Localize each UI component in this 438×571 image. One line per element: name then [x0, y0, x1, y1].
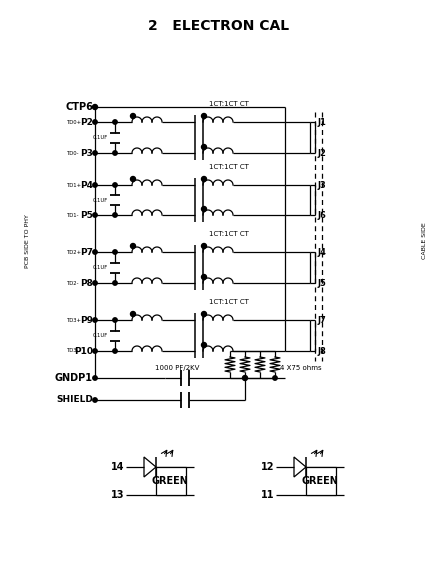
Text: P3: P3	[80, 148, 93, 158]
Circle shape	[113, 318, 117, 322]
Text: 1000 PF/2KV: 1000 PF/2KV	[155, 365, 199, 371]
Circle shape	[272, 376, 276, 380]
Text: TD1+: TD1+	[67, 183, 82, 187]
Text: J7: J7	[316, 316, 325, 324]
Circle shape	[92, 151, 97, 155]
Text: CABLE SIDE: CABLE SIDE	[421, 223, 427, 259]
Circle shape	[113, 250, 117, 254]
Text: 1CT:1CT CT: 1CT:1CT CT	[208, 299, 248, 305]
Circle shape	[201, 207, 206, 211]
Circle shape	[113, 213, 117, 217]
Circle shape	[92, 318, 97, 322]
Text: 14: 14	[110, 462, 124, 472]
Text: J5: J5	[316, 279, 325, 288]
Circle shape	[130, 114, 135, 119]
Circle shape	[201, 176, 206, 182]
Text: J6: J6	[316, 211, 325, 219]
Text: 1CT:1CT CT: 1CT:1CT CT	[208, 164, 248, 170]
Text: GNDP1: GNDP1	[55, 373, 93, 383]
Text: 0.1UF: 0.1UF	[93, 198, 108, 203]
Circle shape	[130, 176, 135, 182]
Circle shape	[92, 376, 97, 380]
Circle shape	[201, 312, 206, 316]
Text: TD0+: TD0+	[67, 119, 82, 124]
Circle shape	[113, 183, 117, 187]
Circle shape	[92, 281, 97, 285]
Circle shape	[201, 243, 206, 248]
Text: TD2+: TD2+	[67, 250, 82, 255]
Text: PCB SIDE TO PHY: PCB SIDE TO PHY	[25, 214, 30, 268]
Text: P5: P5	[80, 211, 93, 219]
Text: P10: P10	[74, 347, 93, 356]
Text: TD1-: TD1-	[67, 212, 79, 218]
Circle shape	[92, 213, 97, 217]
Text: TD3-: TD3-	[67, 348, 79, 353]
Text: 13: 13	[110, 490, 124, 500]
Text: 0.1UF: 0.1UF	[93, 333, 108, 338]
Circle shape	[130, 312, 135, 316]
Text: P8: P8	[80, 279, 93, 288]
Text: TD3+: TD3+	[67, 317, 82, 323]
Circle shape	[113, 151, 117, 155]
Text: P2: P2	[80, 118, 93, 127]
Text: J4: J4	[316, 247, 325, 256]
Text: 4 X75 ohms: 4 X75 ohms	[279, 365, 321, 371]
Text: 2   ELECTRON CAL: 2 ELECTRON CAL	[148, 19, 289, 33]
Text: P7: P7	[80, 247, 93, 256]
Circle shape	[201, 275, 206, 279]
Circle shape	[92, 183, 97, 187]
Circle shape	[113, 120, 117, 124]
Text: 0.1UF: 0.1UF	[93, 135, 108, 140]
Text: CTP6: CTP6	[65, 102, 93, 112]
Circle shape	[92, 250, 97, 254]
Circle shape	[92, 104, 97, 110]
Text: J8: J8	[316, 347, 325, 356]
Text: 0.1UF: 0.1UF	[93, 265, 108, 270]
Bar	[305, 467, 335, 495]
Text: 12: 12	[260, 462, 273, 472]
Text: P4: P4	[80, 180, 93, 190]
Text: J2: J2	[316, 148, 325, 158]
Circle shape	[92, 120, 97, 124]
Circle shape	[113, 281, 117, 285]
Circle shape	[113, 349, 117, 353]
Text: SHIELD: SHIELD	[56, 396, 93, 404]
Text: 1CT:1CT CT: 1CT:1CT CT	[208, 231, 248, 237]
Circle shape	[92, 398, 97, 402]
Bar	[155, 467, 186, 495]
Circle shape	[201, 144, 206, 150]
Text: J1: J1	[316, 118, 325, 127]
Circle shape	[92, 349, 97, 353]
Text: TD2-: TD2-	[67, 280, 79, 286]
Text: GREEN: GREEN	[151, 476, 188, 486]
Circle shape	[201, 114, 206, 119]
Text: 1CT:1CT CT: 1CT:1CT CT	[208, 101, 248, 107]
Circle shape	[242, 376, 247, 380]
Text: 11: 11	[260, 490, 273, 500]
Circle shape	[201, 343, 206, 348]
Text: P9: P9	[80, 316, 93, 324]
Circle shape	[130, 243, 135, 248]
Text: TD0-: TD0-	[67, 151, 79, 155]
Text: GREEN: GREEN	[301, 476, 338, 486]
Text: J3: J3	[316, 180, 325, 190]
